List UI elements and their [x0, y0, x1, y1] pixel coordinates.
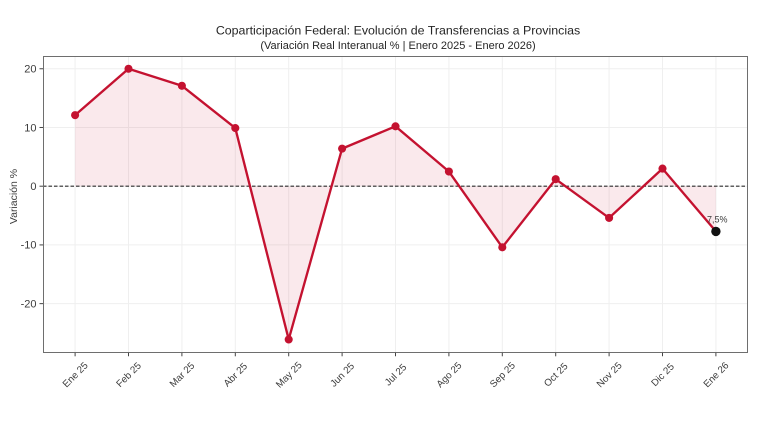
svg-text:0: 0 [30, 181, 36, 193]
svg-text:20: 20 [24, 64, 36, 76]
svg-text:-10: -10 [21, 240, 37, 252]
svg-text:10: 10 [24, 122, 36, 134]
svg-text:(Variación Real Interanual % |: (Variación Real Interanual % | Enero 202… [260, 40, 535, 52]
svg-text:Variación %: Variación % [8, 169, 20, 224]
svg-text:7,5%: 7,5% [707, 214, 728, 224]
svg-text:Coparticipación Federal: Evolu: Coparticipación Federal: Evolución de Tr… [216, 24, 580, 38]
svg-text:-20: -20 [21, 298, 37, 310]
